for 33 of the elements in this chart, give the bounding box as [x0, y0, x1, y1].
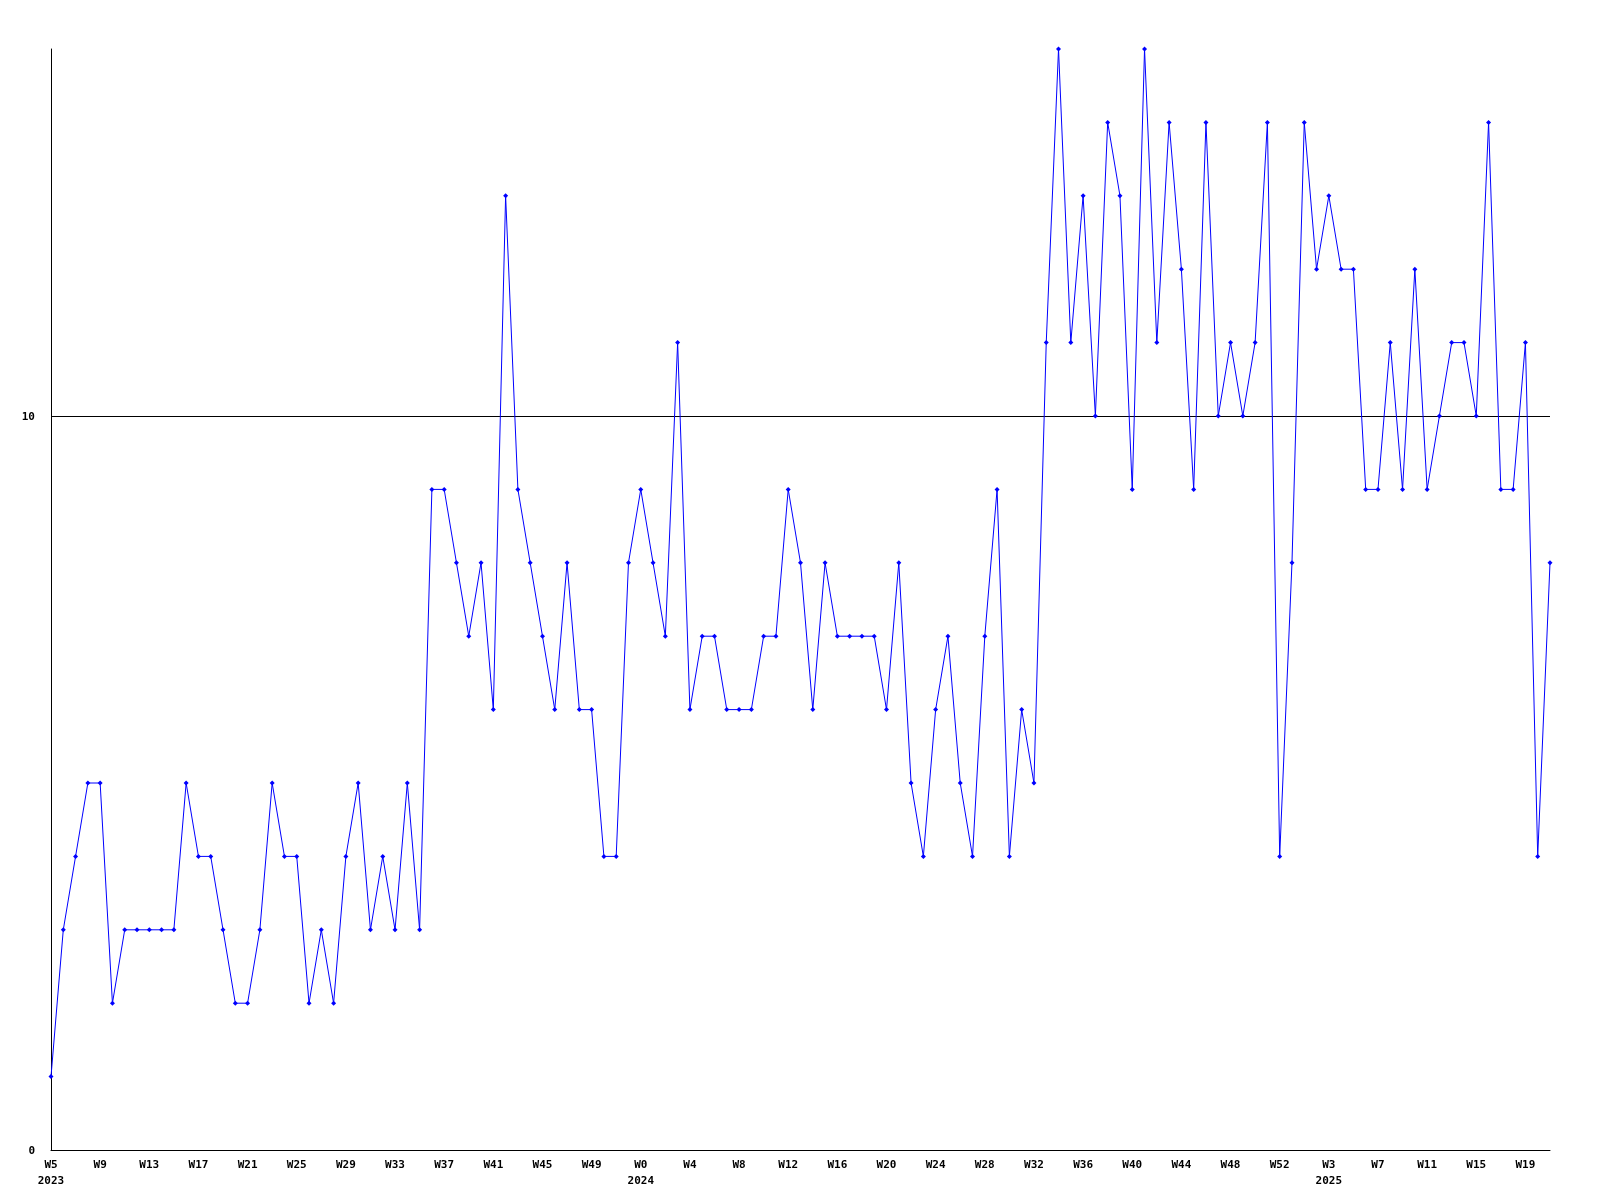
y-tick-label: 0: [28, 1143, 35, 1157]
x-tick-label: W15: [1466, 1157, 1487, 1171]
x-tick-label: W32: [1024, 1157, 1044, 1171]
x-tick-label: W36: [1073, 1157, 1094, 1171]
x-tick-label: W28: [974, 1157, 995, 1171]
x-tick-label: W29: [335, 1157, 356, 1171]
x-tick-label: W12: [778, 1157, 799, 1171]
x-tick-label: W48: [1220, 1157, 1241, 1171]
x-tick-label: W5 2023: [37, 1157, 65, 1187]
x-tick-label: W25: [286, 1157, 307, 1171]
x-tick-label: W0 2024: [627, 1157, 655, 1187]
x-tick-label: W45: [532, 1157, 553, 1171]
y-tick-label: 10: [21, 409, 35, 423]
x-tick-label: W19: [1515, 1157, 1536, 1171]
x-tick-label: W7: [1371, 1157, 1385, 1171]
x-tick-label: W40: [1122, 1157, 1143, 1171]
x-tick-label: W41: [483, 1157, 504, 1171]
x-tick-label: W13: [139, 1157, 160, 1171]
x-tick-label: W3 2025: [1315, 1157, 1343, 1187]
x-tick-label: W4: [683, 1157, 697, 1171]
x-tick-label: W37: [434, 1157, 455, 1171]
x-tick-label: W49: [581, 1157, 602, 1171]
x-tick-label: W52: [1269, 1157, 1290, 1171]
x-tick-label: W20: [876, 1157, 897, 1171]
x-tick-label: W44: [1171, 1157, 1192, 1171]
x-tick-label: W33: [385, 1157, 405, 1171]
x-tick-label: W8: [732, 1157, 746, 1171]
x-tick-label: W21: [237, 1157, 258, 1171]
x-tick-label: W11: [1417, 1157, 1438, 1171]
x-tick-label: W24: [925, 1157, 946, 1171]
x-tick-label: W17: [188, 1157, 209, 1171]
x-tick-label: W16: [827, 1157, 848, 1171]
x-tick-label: W9: [93, 1157, 107, 1171]
